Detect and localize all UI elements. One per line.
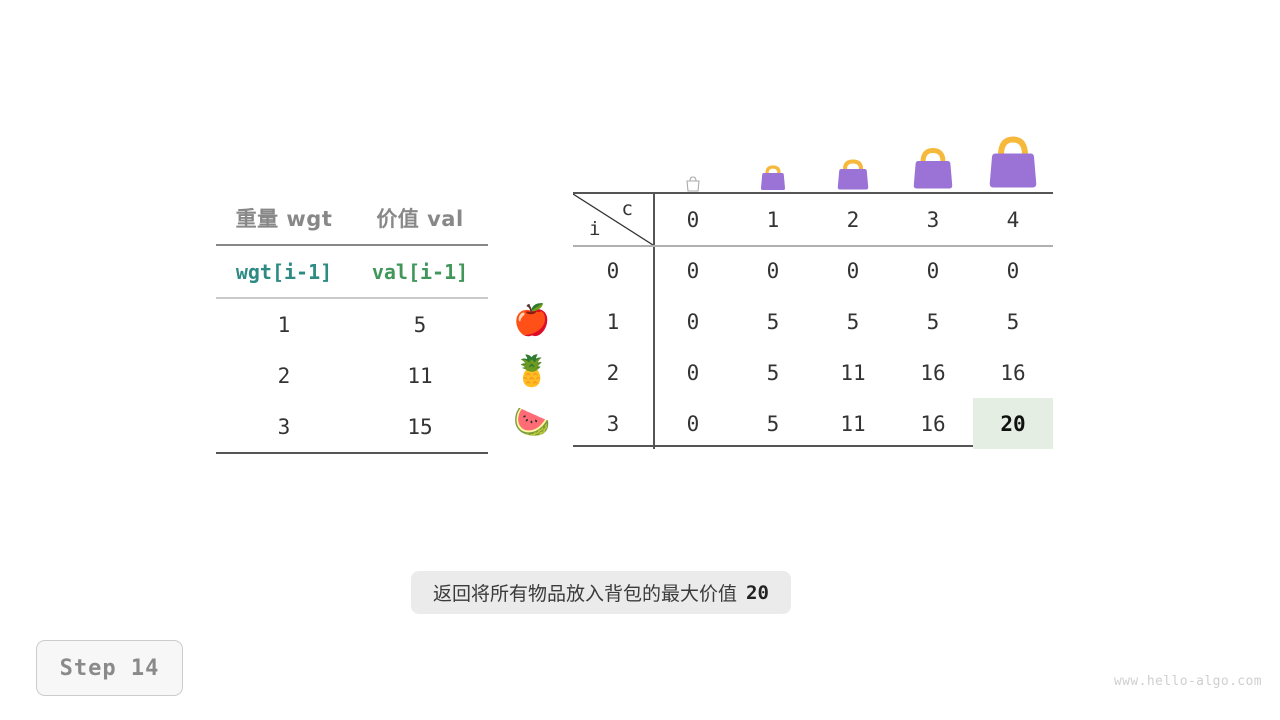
table-row: 0 0 0 0 0 0 bbox=[573, 245, 1053, 296]
dp-cell: 0 bbox=[686, 360, 700, 385]
bag-icon bbox=[834, 158, 872, 192]
dp-cell: 0 bbox=[686, 309, 700, 334]
item-value: 5 bbox=[413, 312, 427, 337]
step-badge: Step 14 bbox=[36, 640, 183, 696]
items-subheader-value-expr: val[i-1] bbox=[371, 259, 469, 284]
dp-column-header: 1 bbox=[766, 207, 780, 232]
items-table-subheader-row: wgt[i-1] val[i-1] bbox=[216, 246, 488, 299]
dp-row-header: 0 bbox=[606, 258, 620, 283]
watermark: www.hello-algo.com bbox=[1113, 674, 1262, 689]
items-table: 重量 wgt 价值 val wgt[i-1] val[i-1] 1 5 2 11… bbox=[216, 192, 488, 454]
table-row: 3 0 5 11 16 20 bbox=[573, 398, 1053, 449]
dp-row-header: 3 bbox=[606, 411, 620, 436]
items-header-weight: 重量 wgt bbox=[235, 207, 333, 231]
items-table-header-row: 重量 wgt 价值 val bbox=[216, 192, 488, 246]
item-weight: 1 bbox=[277, 312, 291, 337]
apple-icon: 🍎 bbox=[513, 302, 551, 338]
table-row: 1 0 5 5 5 5 bbox=[573, 296, 1053, 347]
item-weight: 2 bbox=[277, 363, 291, 388]
table-row: 1 5 bbox=[216, 299, 488, 350]
dp-cell: 0 bbox=[686, 411, 700, 436]
bag-slot-3 bbox=[893, 118, 973, 192]
dp-cell: 5 bbox=[846, 309, 860, 334]
result-caption-text: 返回将所有物品放入背包的最大价值 bbox=[433, 583, 738, 605]
dp-column-axis-label: c bbox=[621, 198, 633, 220]
dp-cell: 0 bbox=[1006, 258, 1020, 283]
dp-cell: 5 bbox=[926, 309, 940, 334]
dp-cell: 11 bbox=[840, 411, 866, 436]
step-badge-label: Step 14 bbox=[59, 655, 160, 681]
dp-table: c i 0 1 2 3 4 0 0 0 0 0 0 1 0 5 5 5 5 2 … bbox=[573, 192, 1053, 449]
dp-cell: 5 bbox=[766, 411, 780, 436]
dp-table-vertical-divider bbox=[653, 194, 655, 449]
bag-slot-4 bbox=[973, 118, 1053, 192]
table-row: 2 0 5 11 16 16 bbox=[573, 347, 1053, 398]
dp-column-header: 3 bbox=[926, 207, 940, 232]
dp-cell: 5 bbox=[766, 309, 780, 334]
item-weight: 3 bbox=[277, 414, 291, 439]
bag-slot-0 bbox=[653, 118, 733, 192]
bag-icon bbox=[758, 164, 788, 192]
dp-column-header: 2 bbox=[846, 207, 860, 232]
dp-cell: 5 bbox=[766, 360, 780, 385]
table-row: 3 15 bbox=[216, 401, 488, 454]
dp-table-header-divider bbox=[573, 245, 1053, 247]
empty-bag-icon bbox=[683, 174, 703, 192]
dp-cell: 16 bbox=[920, 360, 946, 385]
result-caption: 返回将所有物品放入背包的最大价值 20 bbox=[411, 571, 791, 614]
items-subheader-weight-expr: wgt[i-1] bbox=[235, 259, 333, 284]
dp-cell: 16 bbox=[920, 411, 946, 436]
dp-cell: 5 bbox=[1006, 309, 1020, 334]
dp-column-header: 0 bbox=[686, 207, 700, 232]
items-header-value: 价值 val bbox=[376, 207, 464, 231]
watermelon-icon: 🍉 bbox=[513, 404, 551, 440]
bag-slot-2 bbox=[813, 118, 893, 192]
result-caption-value: 20 bbox=[746, 581, 769, 604]
bag-icon bbox=[909, 146, 957, 192]
item-value: 15 bbox=[407, 414, 433, 439]
bag-capacity-icon-row bbox=[653, 118, 1053, 192]
diagonal-divider-icon bbox=[573, 194, 653, 245]
dp-row-axis-label: i bbox=[589, 218, 601, 240]
dp-cell: 0 bbox=[926, 258, 940, 283]
dp-cell: 0 bbox=[686, 258, 700, 283]
dp-cell: 16 bbox=[1000, 360, 1026, 385]
dp-table-header-row: 0 1 2 3 4 bbox=[653, 194, 1053, 245]
dp-column-header: 4 bbox=[1006, 207, 1020, 232]
pineapple-icon: 🍍 bbox=[513, 353, 551, 389]
dp-cell: 11 bbox=[840, 360, 866, 385]
dp-cell: 0 bbox=[766, 258, 780, 283]
table-row: 2 11 bbox=[216, 350, 488, 401]
bag-slot-1 bbox=[733, 118, 813, 192]
dp-cell: 0 bbox=[846, 258, 860, 283]
bag-icon bbox=[984, 134, 1042, 192]
dp-row-header: 2 bbox=[606, 360, 620, 385]
dp-cell-highlighted: 20 bbox=[973, 398, 1053, 449]
item-value: 11 bbox=[407, 363, 433, 388]
fruit-icon-column: 🍎 🍍 🍉 bbox=[508, 295, 556, 448]
dp-table-corner-cell: c i bbox=[573, 194, 653, 245]
dp-row-header: 1 bbox=[606, 309, 620, 334]
